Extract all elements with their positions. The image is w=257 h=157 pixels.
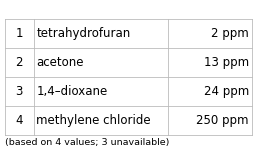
Text: methylene chloride: methylene chloride [36,114,151,127]
Text: 2: 2 [16,56,23,69]
Text: 250 ppm: 250 ppm [196,114,249,127]
Text: 1: 1 [16,27,23,40]
Text: tetrahydrofuran: tetrahydrofuran [36,27,131,40]
Text: (based on 4 values; 3 unavailable): (based on 4 values; 3 unavailable) [5,138,170,147]
Text: 3: 3 [16,85,23,98]
Text: 2 ppm: 2 ppm [211,27,249,40]
Text: 4: 4 [16,114,23,127]
Text: 1,4–dioxane: 1,4–dioxane [36,85,108,98]
Text: 13 ppm: 13 ppm [204,56,249,69]
Text: acetone: acetone [36,56,84,69]
Text: 24 ppm: 24 ppm [204,85,249,98]
